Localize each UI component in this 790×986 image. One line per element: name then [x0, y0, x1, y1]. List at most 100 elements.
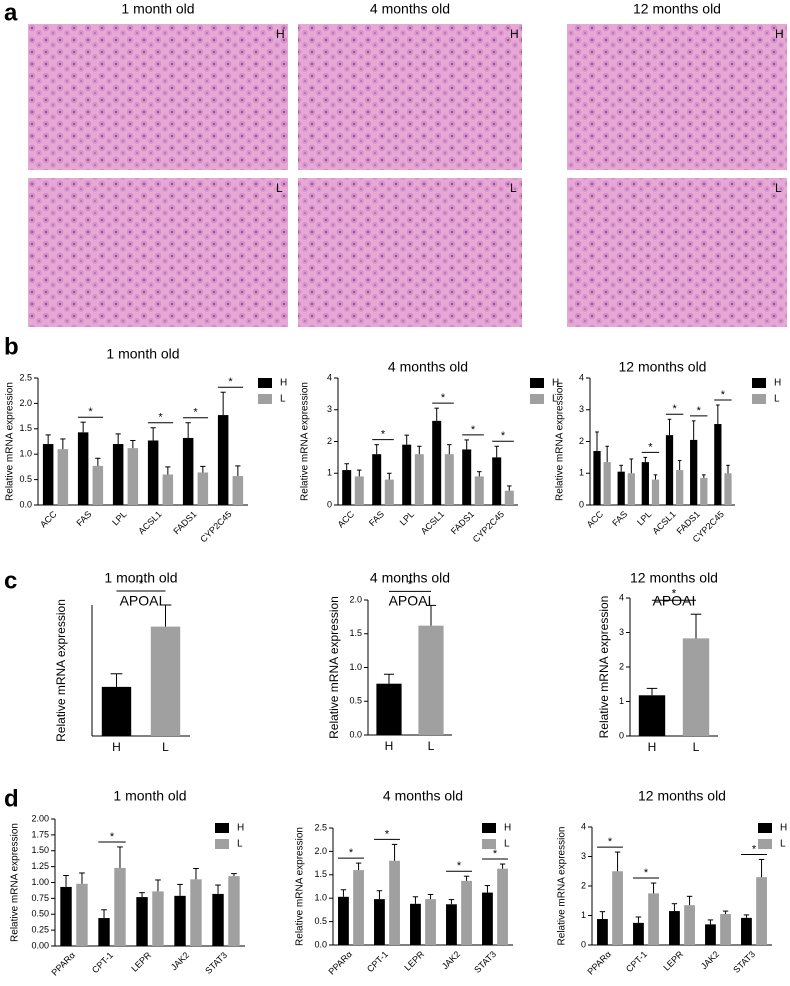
x-tick-label: CPT-1	[365, 949, 390, 974]
x-tick-label: L	[162, 740, 169, 754]
histology-image	[298, 178, 522, 327]
bar	[461, 880, 472, 945]
y-tick-label: 3	[327, 404, 332, 414]
legend-label: H	[774, 378, 781, 389]
bar	[60, 886, 72, 946]
y-tick-label: 1.0	[19, 449, 32, 459]
bar	[474, 476, 484, 505]
legend-label: H	[237, 823, 244, 834]
y-axis-label: Relative mRNA expression	[597, 596, 611, 739]
significance-label: *	[457, 860, 462, 872]
x-tick-label: H	[648, 740, 657, 754]
legend-swatch	[215, 823, 229, 833]
bar	[136, 897, 148, 946]
significance-label: *	[139, 577, 144, 591]
bar	[741, 917, 752, 945]
bar	[648, 893, 659, 945]
bar	[597, 919, 608, 945]
bar	[603, 462, 611, 505]
y-tick-label: 0.0	[19, 499, 32, 509]
legend-swatch	[530, 378, 544, 388]
bar	[57, 449, 69, 505]
y-tick-label: 2.0	[349, 594, 362, 604]
significance-label: *	[158, 412, 163, 424]
chart-title: 1 month old	[113, 788, 186, 804]
bar	[112, 444, 124, 505]
y-tick-label: 4	[619, 592, 624, 602]
bar	[617, 471, 625, 505]
legend-label: H	[780, 823, 787, 834]
bar	[497, 868, 508, 945]
significance-label: *	[501, 430, 506, 442]
bar	[690, 439, 698, 505]
x-tick-label: STAT3	[203, 950, 229, 976]
bar	[504, 490, 514, 505]
x-tick-label: CYP2C45	[471, 509, 506, 544]
image-title: 4 months old	[370, 1, 450, 17]
y-tick-label: 0	[619, 730, 624, 740]
histology-image	[567, 178, 787, 327]
y-tick-label: 1.5	[349, 628, 362, 638]
y-axis-label: Relative mRNA expression	[54, 599, 68, 742]
x-tick-label: H	[112, 740, 121, 754]
y-tick-label: 3	[581, 851, 586, 861]
x-tick-label: H	[385, 739, 394, 753]
bar	[651, 479, 660, 505]
legend-swatch	[758, 823, 772, 833]
x-tick-label: FAS	[610, 509, 629, 528]
y-tick-label: 3	[619, 627, 624, 637]
chart-title: 12 months old	[638, 788, 726, 804]
bar	[633, 922, 644, 945]
y-axis-label: Relative mRNA expression	[557, 827, 568, 946]
y-tick-label: 1.0	[349, 662, 362, 672]
x-tick-label: LPL	[635, 509, 653, 527]
y-tick-label: 2	[619, 661, 624, 671]
legend-label: L	[780, 839, 786, 850]
x-tick-label: FAS	[74, 509, 93, 528]
significance-label: *	[608, 836, 613, 848]
y-tick-label: 2.5	[314, 822, 327, 832]
image-label: L	[276, 181, 283, 195]
x-tick-label: LEPR	[129, 950, 153, 974]
significance-label: *	[381, 429, 386, 441]
y-tick-label: 1	[619, 696, 624, 706]
bar	[376, 683, 402, 735]
bar	[353, 870, 364, 945]
y-tick-label: 0	[581, 939, 586, 949]
legend-swatch	[758, 839, 772, 849]
chart-title: 1 month old	[106, 346, 179, 362]
bar	[217, 415, 229, 505]
bar	[374, 899, 385, 945]
y-axis-label: Relative mRNA expression	[295, 827, 306, 946]
bar	[482, 892, 493, 945]
y-tick-label: 0	[327, 499, 332, 509]
image-label: H	[775, 27, 784, 41]
x-tick-label: ACC	[585, 509, 606, 530]
x-tick-label: ACSL1	[419, 509, 446, 536]
bar	[641, 462, 649, 505]
bar	[389, 860, 400, 945]
x-tick-label: LPL	[110, 509, 128, 527]
significance-label: *	[752, 843, 757, 855]
bar	[42, 444, 54, 505]
y-tick-label: 0.0	[349, 729, 362, 739]
chart-subtitle: APOAI	[389, 593, 432, 609]
y-tick-label: 1.25	[31, 861, 49, 871]
chart-title: 12 months old	[619, 359, 707, 375]
legend-swatch	[530, 394, 544, 404]
bar	[174, 895, 186, 946]
bar	[414, 454, 424, 505]
bar	[638, 695, 666, 736]
bar	[627, 473, 635, 505]
legend-swatch	[482, 839, 496, 849]
bar	[342, 470, 352, 505]
y-tick-label: 0.75	[31, 893, 49, 903]
bar	[682, 638, 710, 736]
bar	[756, 877, 767, 945]
image-title: 1 month old	[121, 1, 194, 17]
bar	[152, 891, 164, 946]
image-label: L	[510, 181, 517, 195]
histology-image	[567, 24, 787, 170]
legend-label: L	[237, 839, 243, 850]
y-tick-label: 0.0	[314, 939, 327, 949]
